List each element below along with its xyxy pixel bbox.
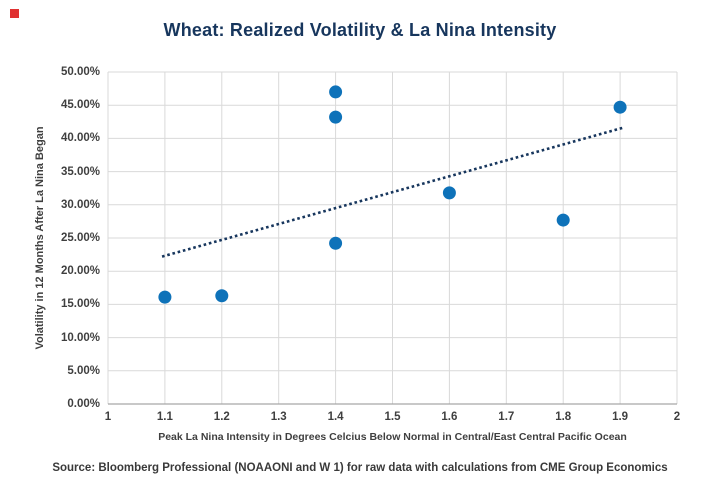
y-tick-label: 15.00% (60, 298, 100, 311)
data-point (442, 186, 456, 200)
y-tick-label: 10.00% (60, 331, 100, 344)
x-tick-label: 1.4 (327, 411, 344, 423)
data-point (158, 290, 172, 304)
x-tick-label: 1.5 (384, 411, 401, 423)
data-point (556, 213, 570, 227)
y-tick-label: 40.00% (60, 132, 100, 145)
x-axis-title: Peak La Nina Intensity in Degrees Celciu… (158, 431, 627, 443)
y-tick-label: 35.00% (60, 165, 100, 178)
data-point (329, 236, 343, 250)
y-tick-label: 30.00% (60, 198, 100, 211)
y-tick-label: 0.00% (67, 398, 100, 410)
x-tick-label: 1.1 (156, 411, 173, 423)
trendline (161, 126, 624, 258)
x-tick-label: 1.2 (213, 411, 230, 423)
data-point (329, 85, 343, 99)
y-tick-label: 50.00% (60, 66, 100, 78)
x-tick-label: 1 (104, 411, 112, 423)
y-tick-label: 5.00% (67, 364, 100, 377)
source-note: Source: Bloomberg Professional (NOAAONI … (52, 462, 668, 474)
x-tick-label: 1.6 (441, 411, 458, 423)
x-tick-label: 1.3 (270, 411, 287, 423)
y-tick-label: 45.00% (60, 99, 100, 112)
x-tick-label: 1.8 (555, 411, 572, 423)
data-point (215, 289, 229, 303)
data-point (329, 110, 343, 124)
gridlines (107, 71, 678, 404)
chart-title: Wheat: Realized Volatility & La Nina Int… (163, 20, 557, 40)
x-tick-label: 1.7 (498, 411, 515, 423)
x-tick-label: 1.9 (612, 411, 629, 423)
x-tick-label: 2 (673, 411, 681, 423)
data-point (613, 100, 627, 114)
red-marker-icon (10, 9, 19, 18)
y-tick-label: 20.00% (60, 265, 100, 278)
y-tick-label: 25.00% (60, 232, 100, 244)
data-points (158, 85, 627, 304)
